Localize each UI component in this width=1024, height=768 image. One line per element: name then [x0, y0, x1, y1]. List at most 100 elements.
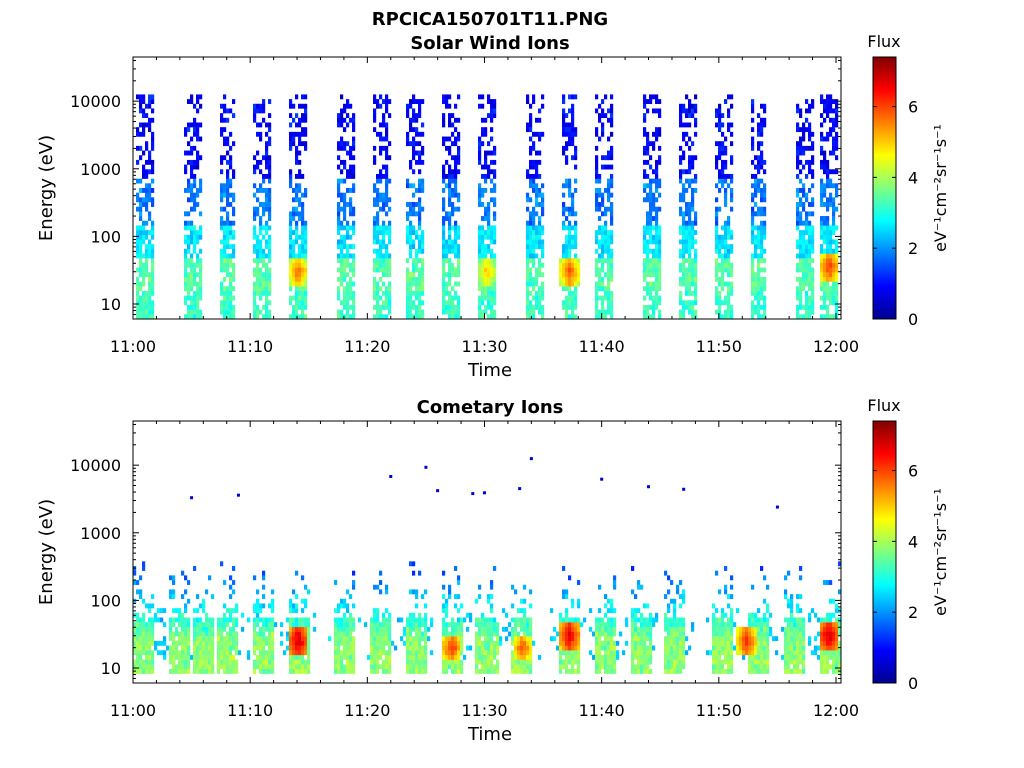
flux-cell: [181, 612, 185, 618]
flux-cell: [688, 145, 692, 151]
flux-cell: [598, 188, 602, 193]
flux-cell: [298, 244, 302, 250]
flux-cell: [568, 225, 572, 231]
flux-cell: [724, 197, 728, 203]
flux-cell: [487, 169, 491, 175]
flux-cell: [493, 640, 497, 646]
flux-cell: [658, 145, 662, 151]
flux-cell: [151, 164, 155, 170]
flux-cell: [181, 659, 185, 665]
flux-cell: [478, 276, 482, 282]
flux-cell: [304, 239, 308, 245]
flux-cell: [826, 164, 830, 170]
flux-cell: [253, 631, 257, 637]
flux-cell: [253, 108, 257, 114]
flux-cell: [487, 262, 491, 268]
flux-cell: [376, 295, 380, 301]
flux-cell: [172, 594, 176, 599]
flux-cell: [691, 113, 695, 119]
flux-cell: [718, 141, 722, 147]
flux-cell: [649, 141, 653, 147]
flux-cell: [829, 262, 833, 268]
flux-cell: [160, 640, 164, 646]
flux-cell: [301, 598, 305, 604]
flux-cell: [232, 141, 236, 147]
flux-cell: [760, 295, 764, 301]
flux-cell: [172, 664, 176, 670]
flux-cell: [289, 216, 293, 221]
flux-cell: [157, 617, 161, 623]
flux-cell: [601, 202, 605, 207]
flux-cell: [340, 113, 344, 119]
flux-cell: [655, 300, 659, 306]
flux-cell: [451, 300, 455, 306]
flux-cell: [295, 150, 299, 156]
flux-cell: [604, 295, 608, 301]
flux-cell: [199, 103, 203, 109]
flux-cell: [517, 640, 521, 646]
flux-cell: [217, 664, 221, 670]
flux-cell: [679, 122, 683, 128]
flux-cell: [289, 640, 293, 646]
flux-cell: [688, 281, 692, 287]
flux-cell: [352, 300, 356, 306]
flux-cell: [133, 631, 137, 637]
flux-cell: [409, 225, 413, 231]
flux-cell: [352, 183, 356, 189]
flux-cell: [298, 211, 302, 217]
flux-cell: [529, 309, 533, 315]
flux-cell: [493, 211, 497, 217]
flux-cell: [424, 603, 428, 609]
flux-cell: [493, 290, 497, 296]
flux-cell: [604, 188, 608, 193]
flux-cell: [574, 244, 578, 250]
flux-cell: [811, 197, 815, 203]
flux-cell: [409, 617, 413, 623]
flux-cell: [655, 211, 659, 217]
flux-cell: [181, 650, 185, 656]
flux-cell: [715, 197, 719, 203]
flux-cell: [418, 150, 422, 156]
flux-cell: [289, 183, 293, 189]
flux-cell: [211, 654, 215, 660]
flux-cell: [343, 244, 347, 250]
flux-cell: [574, 127, 578, 133]
flux-cell: [457, 640, 461, 646]
flux-cell: [721, 286, 725, 292]
flux-cell: [457, 626, 461, 632]
flux-cell: [385, 258, 389, 264]
flux-cell: [415, 309, 419, 315]
flux-cell: [835, 314, 839, 319]
flux-cell: [184, 617, 188, 623]
flux-cell: [520, 654, 524, 660]
flux-cell: [604, 668, 608, 674]
flux-cell: [352, 122, 356, 128]
flux-cell: [139, 258, 143, 264]
flux-cell: [349, 636, 353, 642]
flux-cell: [304, 145, 308, 151]
flux-cell: [565, 131, 569, 137]
flux-cell: [235, 617, 239, 623]
flux-cell: [382, 267, 386, 273]
flux-cell: [151, 131, 155, 137]
flux-cell: [826, 178, 830, 184]
flux-cell: [484, 248, 488, 254]
flux-cell: [682, 239, 686, 245]
flux-cell: [430, 617, 434, 623]
flux-cell: [682, 230, 686, 235]
flux-cell: [643, 169, 647, 175]
flux-cell: [577, 281, 581, 287]
flux-cell: [442, 202, 446, 207]
flux-cell: [454, 155, 458, 161]
flux-cell: [349, 295, 353, 301]
flux-cell: [217, 659, 221, 665]
flux-cell: [655, 258, 659, 264]
flux-cell: [763, 211, 767, 217]
flux-cell: [382, 262, 386, 268]
flux-cell: [301, 654, 305, 660]
flux-cell: [412, 304, 416, 310]
flux-cell: [595, 230, 599, 235]
flux-cell: [481, 295, 485, 301]
flux-cell: [382, 664, 386, 670]
flux-cell: [268, 169, 272, 175]
